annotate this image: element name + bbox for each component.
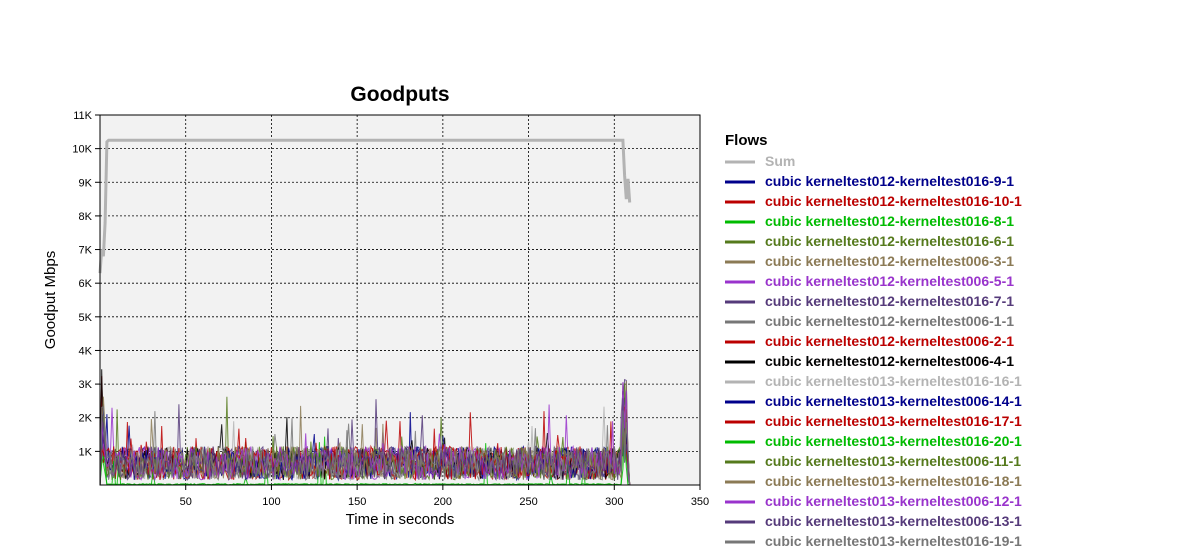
legend-label: cubic kerneltest013-kerneltest016-18-1 xyxy=(765,473,1022,489)
series-line xyxy=(98,138,632,274)
legend-label: cubic kerneltest013-kerneltest016-17-1 xyxy=(765,413,1022,429)
legend-item: cubic kerneltest012-kerneltest016-9-1 xyxy=(725,173,1014,189)
axis-ticks: 50 100 150 200 250 300 350 1K 2K 3K 4K 5K 6K 7K 8K 9K 10… xyxy=(72,110,709,508)
x-tick-label: 150 xyxy=(348,496,366,508)
x-tick-label: 100 xyxy=(262,496,280,508)
legend-label: cubic kerneltest012-kerneltest016-7-1 xyxy=(765,293,1014,309)
series-lines xyxy=(98,138,632,486)
legend-label: cubic kerneltest012-kerneltest016-8-1 xyxy=(765,213,1014,229)
series-line xyxy=(99,382,631,486)
x-tick-label: 200 xyxy=(434,496,452,508)
series-line xyxy=(99,432,630,486)
legend-label: cubic kerneltest013-kerneltest006-11-1 xyxy=(765,453,1021,469)
legend-label: cubic kerneltest012-kerneltest006-3-1 xyxy=(765,253,1014,269)
legend-item: cubic kerneltest012-kerneltest016-10-1 xyxy=(725,193,1022,209)
y-tick-label: 6K xyxy=(79,278,93,290)
y-axis-title: Goodput Mbps xyxy=(42,251,59,349)
y-tick-label: 7K xyxy=(79,245,93,257)
legend-item: cubic kerneltest013-kerneltest006-13-1 xyxy=(725,513,1022,529)
legend-item: cubic kerneltest013-kerneltest016-16-1 xyxy=(725,373,1022,389)
y-tick-label: 10K xyxy=(72,144,92,156)
y-tick-label: 8K xyxy=(79,211,93,223)
legend-label: cubic kerneltest013-kerneltest016-16-1 xyxy=(765,373,1022,389)
legend-label: cubic kerneltest012-kerneltest016-10-1 xyxy=(765,193,1022,209)
legend-item: Sum xyxy=(725,153,795,169)
legend-label: cubic kerneltest012-kerneltest016-9-1 xyxy=(765,173,1014,189)
y-tick-label: 2K xyxy=(79,413,93,425)
legend-label: Sum xyxy=(765,153,795,169)
legend-label: cubic kerneltest013-kerneltest016-19-1 xyxy=(765,533,1022,549)
legend-label: cubic kerneltest013-kerneltest006-13-1 xyxy=(765,513,1022,529)
legend-label: cubic kerneltest012-kerneltest016-6-1 xyxy=(765,233,1014,249)
legend-label: cubic kerneltest013-kerneltest006-12-1 xyxy=(765,493,1022,509)
legend-label: cubic kerneltest012-kerneltest006-1-1 xyxy=(765,313,1014,329)
legend-item: cubic kerneltest012-kerneltest016-6-1 xyxy=(725,233,1014,249)
legend-label: cubic kerneltest012-kerneltest006-4-1 xyxy=(765,353,1014,369)
legend-item: cubic kerneltest012-kerneltest006-2-1 xyxy=(725,333,1014,349)
x-tick-label: 50 xyxy=(180,496,192,508)
legend-item: cubic kerneltest012-kerneltest016-7-1 xyxy=(725,293,1014,309)
legend-item: cubic kerneltest012-kerneltest006-4-1 xyxy=(725,353,1014,369)
grid-lines xyxy=(100,115,700,485)
y-tick-label: 3K xyxy=(79,379,93,391)
legend-item: cubic kerneltest012-kerneltest006-1-1 xyxy=(725,313,1014,329)
legend-item: cubic kerneltest013-kerneltest016-20-1 xyxy=(725,433,1022,449)
legend-item: cubic kerneltest013-kerneltest006-11-1 xyxy=(725,453,1021,469)
legend-label: cubic kerneltest012-kerneltest006-2-1 xyxy=(765,333,1014,349)
legend: Sum cubic kerneltest012-kerneltest016-9-1… xyxy=(725,153,1022,549)
x-tick-label: 300 xyxy=(605,496,623,508)
x-axis-title: Time in seconds xyxy=(346,511,455,528)
legend-title: Flows xyxy=(725,132,768,149)
plot-frame xyxy=(99,114,701,486)
x-tick-label: 250 xyxy=(519,496,537,508)
y-tick-label: 1K xyxy=(79,446,93,458)
legend-label: cubic kerneltest013-kerneltest016-20-1 xyxy=(765,433,1022,449)
legend-label: cubic kerneltest012-kerneltest006-5-1 xyxy=(765,273,1014,289)
chart-title: Goodputs xyxy=(350,83,449,106)
legend-item: cubic kerneltest012-kerneltest016-8-1 xyxy=(725,213,1014,229)
y-tick-label: 4K xyxy=(79,345,93,357)
x-tick-label: 350 xyxy=(691,496,709,508)
series-line xyxy=(99,406,631,486)
legend-label: cubic kerneltest013-kerneltest006-14-1 xyxy=(765,393,1022,409)
y-tick-label: 11K xyxy=(73,110,92,122)
legend-item: cubic kerneltest013-kerneltest016-19-1 xyxy=(725,533,1022,549)
legend-item: cubic kerneltest013-kerneltest016-17-1 xyxy=(725,413,1022,429)
legend-item: cubic kerneltest013-kerneltest006-14-1 xyxy=(725,393,1022,409)
legend-item: cubic kerneltest013-kerneltest016-18-1 xyxy=(725,473,1022,489)
legend-item: cubic kerneltest012-kerneltest006-5-1 xyxy=(725,273,1014,289)
legend-item: cubic kerneltest012-kerneltest006-3-1 xyxy=(725,253,1014,269)
y-tick-label: 9K xyxy=(79,177,93,189)
y-tick-label: 5K xyxy=(79,312,93,324)
legend-item: cubic kerneltest013-kerneltest006-12-1 xyxy=(725,493,1022,509)
